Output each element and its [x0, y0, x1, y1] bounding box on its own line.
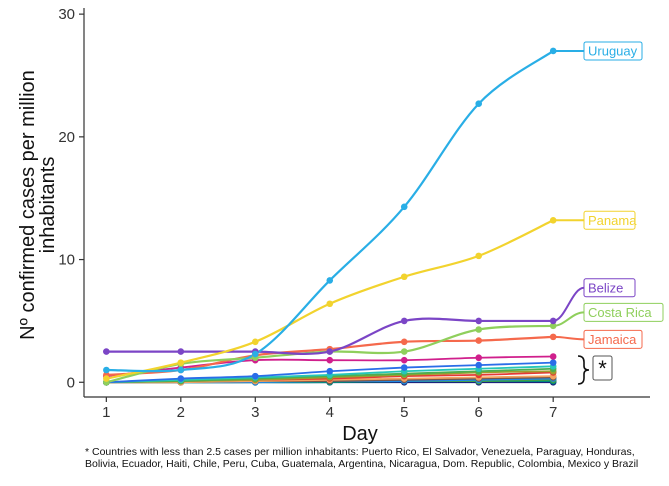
data-point-puerto-rico — [400, 356, 408, 364]
data-point-el-salvador — [177, 375, 185, 382]
label-box-jamaica — [583, 329, 643, 349]
data-point-el-salvador — [549, 359, 557, 366]
y-axis-title-line1: Nº confirmed cases per million — [17, 70, 39, 340]
series-line-uruguay — [106, 50, 554, 373]
data-point-panama — [103, 375, 110, 382]
asterisk-box — [592, 355, 613, 381]
data-point-el-salvador — [326, 367, 334, 375]
data-point-uruguay — [400, 203, 408, 211]
x-ticks: 1 2 3 4 5 6 7 — [102, 397, 557, 421]
data-point-jamaica — [475, 337, 483, 344]
data-point-belize — [475, 317, 483, 325]
data-point-uruguay — [475, 100, 483, 108]
y-axis-title-line2: inhabitants — [37, 157, 59, 254]
y-tick-label: 0 — [67, 374, 75, 391]
data-point-puerto-rico — [326, 356, 334, 364]
data-point-el-salvador — [251, 372, 259, 380]
data-point-panama — [326, 300, 334, 308]
series-label-panama: Panama — [588, 213, 637, 228]
x-tick-label: 4 — [326, 404, 334, 421]
data-point-costa-rica — [400, 348, 408, 355]
y-tick-label: 10 — [58, 252, 75, 269]
y-tick-label: 30 — [58, 6, 75, 23]
data-point-costa-rica — [475, 326, 483, 333]
data-point-belize — [326, 348, 334, 355]
x-tick-label: 7 — [549, 404, 557, 421]
x-tick-label: 6 — [475, 404, 483, 421]
axes — [83, 8, 650, 398]
data-point-uruguay — [251, 350, 259, 358]
data-point-uruguay — [177, 366, 185, 374]
label-box-costa-rica — [583, 302, 664, 322]
series-label-uruguay: Uruguay — [588, 43, 638, 58]
data-point-panama — [475, 252, 483, 260]
x-tick-label: 1 — [102, 404, 110, 421]
x-tick-label: 2 — [177, 404, 185, 421]
series-label-belize: Belize — [588, 280, 623, 295]
data-point-belize — [400, 317, 408, 325]
data-point-belize — [177, 348, 185, 355]
label-leader-costa-rica — [553, 311, 585, 327]
x-tick-label: 3 — [251, 404, 259, 421]
series-label-jamaica: Jamaica — [588, 332, 637, 347]
series-lines — [106, 50, 554, 384]
data-point-panama — [177, 359, 185, 366]
asterisk-marker: * — [598, 356, 607, 381]
bracket-annotation: * — [577, 355, 613, 385]
y-ticks: 0 10 20 30 — [58, 6, 84, 391]
data-point-belize — [103, 348, 110, 355]
bracket-icon — [577, 355, 590, 385]
label-box-belize — [583, 278, 636, 298]
series-points — [103, 47, 557, 386]
data-point-puerto-rico — [549, 353, 557, 360]
x-axis-title: Day — [342, 423, 378, 445]
series-labels: Uruguay Panama Belize Costa Rica Jamaica — [552, 41, 664, 349]
data-point-el-salvador — [475, 361, 483, 369]
label-box-panama — [583, 210, 636, 230]
data-point-uruguay — [103, 366, 110, 374]
data-point-uruguay — [326, 277, 334, 284]
data-point-jamaica — [400, 338, 408, 346]
x-tick-label: 5 — [400, 404, 408, 421]
label-leader-belize — [552, 286, 585, 322]
data-point-panama — [400, 273, 408, 281]
footnote: * Countries with less than 2.5 cases per… — [85, 446, 639, 470]
label-leader-jamaica — [553, 335, 585, 341]
series-label-costa-rica: Costa Rica — [588, 305, 652, 320]
data-point-el-salvador — [400, 364, 408, 371]
data-point-panama — [251, 338, 259, 346]
label-box-uruguay — [583, 41, 643, 61]
y-tick-label: 20 — [58, 129, 75, 146]
data-point-puerto-rico — [475, 354, 483, 362]
